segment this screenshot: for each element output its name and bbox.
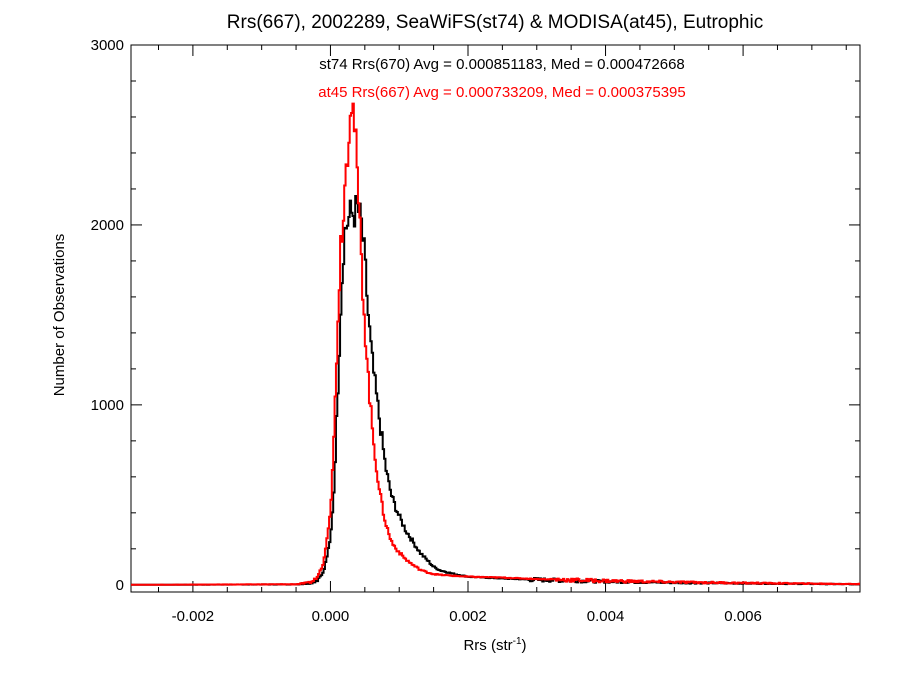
series-stats-at45: at45 Rrs(667) Avg = 0.000733209, Med = 0… bbox=[318, 84, 686, 101]
x-tick-label: 0.000 bbox=[312, 608, 350, 625]
y-axis-label: Number of Observations bbox=[51, 234, 68, 397]
x-tick-label: 0.002 bbox=[449, 608, 487, 625]
series-line-st74 bbox=[131, 194, 860, 586]
plot-frame bbox=[130, 44, 861, 593]
x-axis-label-suffix: ) bbox=[522, 637, 527, 654]
y-tick-label: 1000 bbox=[91, 397, 124, 414]
x-axis-ticks: -0.002 0.000 0.002 0.004 0.006 bbox=[158, 45, 847, 625]
x-tick-label: -0.002 bbox=[172, 608, 215, 625]
y-tick-label: 3000 bbox=[91, 37, 124, 54]
y-axis-ticks: 0 1000 2000 3000 bbox=[91, 37, 860, 594]
series-stats-st74: st74 Rrs(670) Avg = 0.000851183, Med = 0… bbox=[319, 56, 685, 73]
chart-title: Rrs(667), 2002289, SeaWiFS(st74) & MODIS… bbox=[227, 12, 763, 33]
y-tick-label: 0 bbox=[116, 577, 124, 594]
x-axis-label: Rrs (str-1) bbox=[463, 636, 526, 654]
x-axis-label-superscript: -1 bbox=[513, 636, 522, 647]
series-layer bbox=[131, 102, 860, 586]
x-tick-label: 0.004 bbox=[587, 608, 625, 625]
x-tick-label: 0.006 bbox=[724, 608, 762, 625]
y-tick-label: 2000 bbox=[91, 217, 124, 234]
x-axis-label-main: Rrs (str bbox=[463, 637, 512, 654]
series-line-at45 bbox=[131, 102, 860, 586]
